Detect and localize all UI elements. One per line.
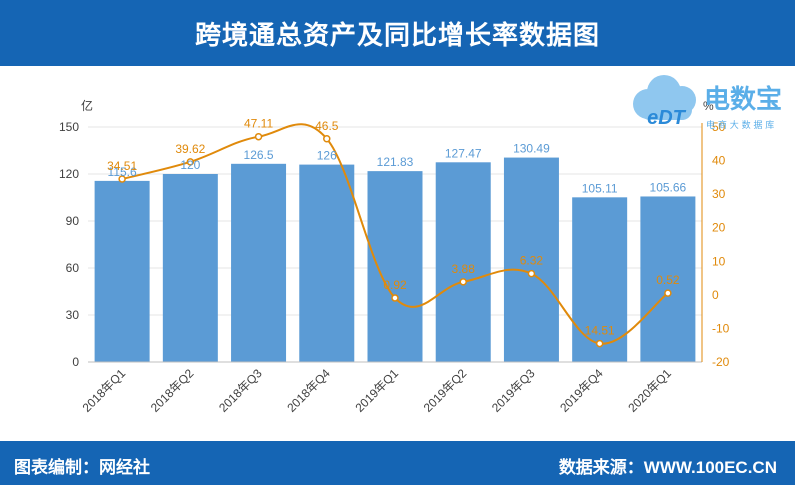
y2-tick-label: -20 [712, 355, 730, 369]
footer-credit: 图表编制：网经社 [14, 458, 150, 477]
y2-axis-label: % [703, 99, 714, 113]
x-tick-label: 2019年Q1 [353, 366, 402, 415]
line-point [527, 269, 536, 278]
line-value-label: 46.5 [315, 119, 339, 133]
line-value-label: 39.62 [175, 142, 205, 156]
y2-tick-label: 0 [712, 288, 719, 302]
y2-tick-label: 40 [712, 154, 726, 168]
y-tick-label: 120 [59, 167, 79, 181]
y2-tick-label: 10 [712, 254, 726, 268]
bar-value-label: 120 [180, 158, 200, 172]
growth-line-series [118, 123, 672, 348]
bar [435, 162, 491, 362]
logo-mark: eDT [647, 107, 687, 129]
logo-name: 电数宝 [704, 84, 782, 115]
bar-value-label: 105.11 [582, 181, 618, 195]
bar-value-label: 127.47 [445, 146, 482, 160]
footer-source: 数据来源：WWW.100EC.CN [558, 458, 777, 477]
bar-value-label: 126.5 [244, 148, 274, 162]
y-tick-label: 0 [72, 355, 79, 369]
x-tick-label: 2019年Q4 [557, 366, 606, 415]
line-value-label: 47.11 [244, 117, 273, 131]
bar [299, 164, 355, 362]
logo: eDT 电数宝 电 商 大 数 据 库 [633, 75, 782, 131]
line-value-label: 0.52 [656, 273, 680, 287]
line-value-label: 3.88 [452, 262, 476, 276]
line-point [459, 278, 467, 286]
line-point [186, 158, 195, 166]
chart-title: 跨境通总资产及同比增长率数据图 [0, 0, 795, 66]
y2-tick-label: 20 [712, 221, 726, 235]
line-value-label: 14.51 [585, 324, 615, 338]
bar [231, 163, 287, 362]
chart: 0 30 60 90 120 150 -20 -10 0 10 20 30 40 50 亿 % 2018年Q1 2… [59, 98, 730, 415]
bar-value-label: 115.6 [108, 165, 137, 179]
y-tick-label: 60 [66, 261, 80, 275]
bar-value-label: 130.49 [513, 142, 550, 156]
line-point [118, 175, 126, 183]
x-tick-label: 2019年Q2 [421, 366, 470, 415]
bar-value-label: 105.66 [650, 180, 687, 194]
bar [572, 197, 628, 362]
logo-sub: 电 商 大 数 据 库 [706, 119, 774, 131]
bar [640, 196, 696, 362]
x-tick-label: 2018年Q2 [148, 366, 197, 415]
bar [367, 171, 423, 362]
y-tick-label: 150 [59, 120, 79, 134]
bar-value-label: 121.83 [377, 155, 414, 169]
footer: 图表编制：网经社 数据来源：WWW.100EC.CN [0, 441, 795, 485]
cloud-icon [633, 75, 696, 120]
y-tick-label: 30 [66, 308, 80, 322]
y2-tick-label: 50 [712, 120, 726, 134]
bar [162, 174, 218, 362]
data-labels: 115.6 120 126.5 126 121.83 127.47 130.49 105.11… [107, 117, 686, 338]
x-tick-label: 2018年Q3 [216, 366, 265, 415]
x-tick-label: 2019年Q3 [489, 366, 538, 415]
bar [94, 180, 150, 362]
line-value-label: 6.32 [520, 254, 544, 268]
line-point [254, 132, 263, 141]
line-point [391, 294, 399, 302]
line-value-label: 34.51 [107, 159, 137, 173]
x-tick-label: 2018年Q1 [80, 366, 129, 415]
y2-tick-label: -10 [712, 321, 730, 335]
y-tick-label: 90 [66, 214, 80, 228]
bar-value-label: 126 [317, 149, 337, 163]
y-axis-label: 亿 [81, 98, 93, 113]
line-point [595, 339, 604, 348]
x-tick-label: 2018年Q4 [284, 366, 333, 415]
line-point [323, 135, 331, 143]
bar [503, 157, 559, 362]
x-tick-label: 2020年Q1 [625, 366, 674, 415]
line-point [664, 289, 672, 297]
line-value-label: 0.92 [383, 278, 407, 292]
y2-tick-label: 30 [712, 187, 726, 201]
